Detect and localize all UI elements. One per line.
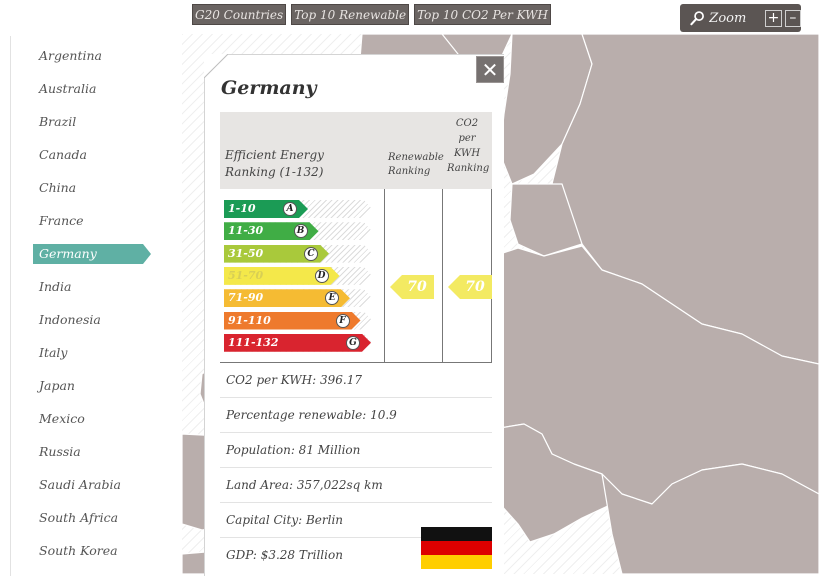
filter-bar: G20 Countries Top 10 Renewable Top 10 CO… xyxy=(192,4,551,25)
sidebar-item-brazil[interactable]: Brazil xyxy=(39,114,77,129)
panel-corner-fold xyxy=(204,54,228,78)
header-renewable: Renewable Ranking xyxy=(388,152,444,177)
country-title: Germany xyxy=(221,77,317,99)
band-b: 11-30 B xyxy=(224,222,372,240)
column-divider xyxy=(442,189,443,363)
band-d: 51-70 D xyxy=(224,267,372,285)
ranking-header xyxy=(220,112,492,189)
band-range-label: 1-10 xyxy=(228,202,256,215)
band-letter-badge: B xyxy=(293,224,308,239)
magnifier-icon xyxy=(690,11,704,26)
energy-ranking-table: Efficient Energy Ranking (1-132) Renewab… xyxy=(220,112,492,363)
sidebar-item-italy[interactable]: Italy xyxy=(39,345,68,360)
band-fill xyxy=(224,289,350,307)
co2-rank-marker: 70 xyxy=(448,275,492,299)
band-letter-badge: G xyxy=(346,335,360,350)
sidebar-item-south-africa[interactable]: South Africa xyxy=(39,510,119,525)
sidebar-item-india[interactable]: India xyxy=(39,279,72,294)
band-range-label: 11-30 xyxy=(228,224,264,238)
header-efficient-energy: Efficient Energy Ranking (1-132) xyxy=(225,148,324,179)
zoom-control: Zoom + – xyxy=(680,4,801,32)
zoom-out-button[interactable]: – xyxy=(784,9,801,27)
filter-top10-renewable-button[interactable]: Top 10 Renewable xyxy=(291,4,410,25)
country-info-panel: ✕ Germany Efficient Energy Ranking (1-13… xyxy=(204,54,504,576)
band-letter-badge: C xyxy=(304,246,318,261)
band-range-label: 31-50 xyxy=(228,246,264,260)
fact-land-area: Land Area: 357,022sq km xyxy=(220,468,492,503)
band-fill xyxy=(224,267,340,285)
table-rule xyxy=(384,362,492,363)
flag-stripe-3 xyxy=(421,555,492,569)
zoom-in-button[interactable]: + xyxy=(765,9,782,27)
band-letter-badge: D xyxy=(314,268,329,283)
zoom-label: Zoom xyxy=(709,10,747,26)
fact-percentage-renewable: Percentage renewable: 10.9 xyxy=(220,398,492,433)
band-range-label: 71-90 xyxy=(228,291,264,305)
sidebar-item-indonesia[interactable]: Indonesia xyxy=(39,312,101,327)
close-button[interactable]: ✕ xyxy=(476,56,504,83)
band-fill xyxy=(224,312,361,330)
band-range-label: 51-70 xyxy=(228,268,264,282)
band-c: 31-50 C xyxy=(224,245,372,263)
band-letter-badge: E xyxy=(325,291,339,306)
sidebar-item-france[interactable]: France xyxy=(39,213,84,228)
fact-population: Population: 81 Million xyxy=(220,433,492,468)
sidebar-item-russia[interactable]: Russia xyxy=(39,444,81,459)
renewable-rank-marker: 70 xyxy=(390,275,434,299)
filter-g20-button[interactable]: G20 Countries xyxy=(192,4,287,25)
sidebar-rule xyxy=(10,36,11,576)
table-rule xyxy=(220,362,384,363)
header-co2: CO2 per KWH Ranking xyxy=(447,118,490,174)
band-letter-badge: F xyxy=(335,313,350,328)
column-divider xyxy=(384,189,385,363)
country-facts: CO2 per KWH: 396.17 Percentage renewable… xyxy=(220,363,492,573)
flag-stripe-2 xyxy=(421,541,492,555)
flag-stripe-1 xyxy=(421,527,492,541)
band-range-label: 91-110 xyxy=(228,313,271,327)
country-flag xyxy=(421,527,492,569)
band-a: 1-10 A xyxy=(224,200,372,218)
sidebar-item-canada[interactable]: Canada xyxy=(39,147,87,162)
band-fill xyxy=(224,334,371,352)
map-turkey xyxy=(601,463,819,574)
sidebar-item-argentina[interactable]: Argentina xyxy=(39,48,102,63)
band-g: 111-132 G xyxy=(224,334,372,352)
sidebar-item-australia[interactable]: Australia xyxy=(39,81,97,96)
fact-co2-per-kwh: CO2 per KWH: 396.17 xyxy=(220,363,492,398)
band-fill xyxy=(224,245,329,263)
band-letter-badge: A xyxy=(283,202,297,216)
sidebar-item-south-korea[interactable]: South Korea xyxy=(39,543,118,558)
sidebar-item-mexico[interactable]: Mexico xyxy=(39,411,85,426)
fact-capital-city: Capital City: Berlin xyxy=(220,503,492,538)
band-f: 91-110 F xyxy=(224,312,372,330)
sidebar-item-china[interactable]: China xyxy=(39,180,77,195)
band-range-label: 111-132 xyxy=(228,335,279,349)
band-e: 71-90 E xyxy=(224,289,372,307)
sidebar-item-germany[interactable]: Germany xyxy=(33,244,151,264)
sidebar-item-japan[interactable]: Japan xyxy=(39,378,75,393)
sidebar-item-saudi-arabia[interactable]: Saudi Arabia xyxy=(39,477,121,492)
filter-top10-co2-button[interactable]: Top 10 CO2 Per KWH xyxy=(414,4,551,25)
fact-gdp: GDP: $3.28 Trillion xyxy=(226,548,343,562)
